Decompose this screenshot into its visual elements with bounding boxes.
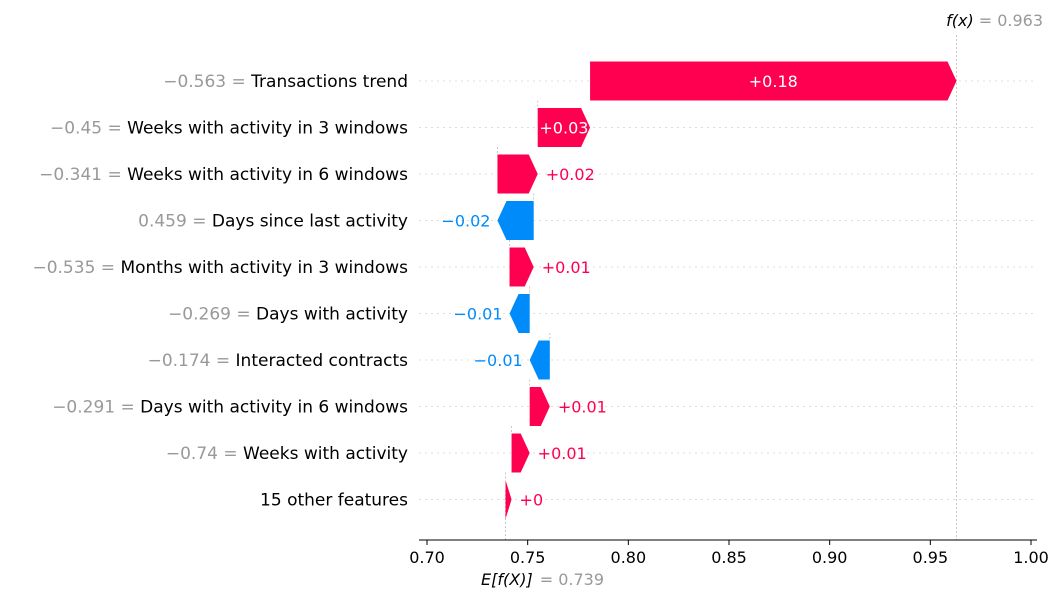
feature-label: −0.174 = Interacted contracts <box>148 351 409 371</box>
feature-label: 15 other features <box>260 491 408 511</box>
base-value-text: = 0.739 <box>540 570 604 589</box>
negative-contribution-bar <box>497 201 534 240</box>
x-tick-label: 0.95 <box>913 548 949 567</box>
positive-contribution-bar <box>511 433 530 473</box>
feature-name: Days with activity <box>256 305 408 325</box>
x-tick-label: 0.80 <box>611 548 647 567</box>
feature-label: −0.341 = Weeks with activity in 6 window… <box>39 165 408 185</box>
x-tick-label: 0.90 <box>812 548 848 567</box>
contribution-label: +0.03 <box>539 119 588 138</box>
positive-contribution-bar <box>529 387 550 426</box>
feature-name: Weeks with activity in 6 windows <box>127 165 408 185</box>
feature-label: −0.563 = Transactions trend <box>163 72 408 92</box>
contribution-label: −0.01 <box>474 351 523 370</box>
feature-value: −0.563 = <box>163 72 251 92</box>
feature-label: −0.74 = Weeks with activity <box>166 444 408 464</box>
contribution-label: +0.01 <box>558 398 607 417</box>
feature-label: −0.269 = Days with activity <box>168 305 408 325</box>
positive-contribution-bar <box>509 247 534 287</box>
feature-label: −0.291 = Days with activity in 6 windows <box>52 398 408 418</box>
feature-value: −0.535 = <box>32 258 120 278</box>
feature-value: −0.341 = <box>39 165 127 185</box>
feature-value: −0.291 = <box>52 398 140 418</box>
positive-contribution-bar <box>497 154 538 194</box>
feature-label: −0.45 = Weeks with activity in 3 windows <box>50 119 408 139</box>
feature-label: 0.459 = Days since last activity <box>138 212 408 232</box>
feature-name: Days with activity in 6 windows <box>140 398 408 418</box>
positive-contribution-bar <box>537 108 591 147</box>
feature-name: Weeks with activity in 3 windows <box>127 119 408 139</box>
positive-contribution-bar <box>590 61 957 101</box>
contribution-label: +0.18 <box>749 72 798 91</box>
x-tick-label: 0.85 <box>711 548 747 567</box>
feature-value: −0.45 = <box>50 119 127 139</box>
x-axis: 0.70 0.75 0.80 0.85 0.90 0.95 1.00 <box>409 539 1049 567</box>
base-expr: E[f(X)] <box>481 570 533 589</box>
contribution-label: +0.01 <box>542 258 591 277</box>
feature-value: −0.74 = <box>166 444 243 464</box>
x-tick-label: 0.70 <box>409 548 445 567</box>
positive-contribution-bar <box>505 480 512 519</box>
feature-value: −0.174 = <box>148 351 236 371</box>
feature-value: 0.459 = <box>138 212 212 232</box>
negative-contribution-bar <box>509 294 530 333</box>
output-value-label: f(x) = 0.963 <box>946 11 1043 30</box>
output-expr: f(x) <box>946 11 974 30</box>
feature-name: Months with activity in 3 windows <box>120 258 408 278</box>
feature-name: Transactions trend <box>250 72 408 92</box>
feature-name: 15 other features <box>260 491 408 511</box>
base-value-label: E[f(X)] = 0.739 <box>481 570 604 589</box>
contribution-label: +0.01 <box>538 444 587 463</box>
row-labels: −0.563 = Transactions trend −0.45 = Weeks… <box>32 72 408 511</box>
feature-name: Weeks with activity <box>243 444 408 464</box>
contribution-label: +0 <box>520 491 544 510</box>
output-value-text: = 0.963 <box>979 11 1043 30</box>
feature-label: −0.535 = Months with activity in 3 windo… <box>32 258 408 278</box>
bars: +0.18 +0.03 +0.02 −0.02 +0.01 −0.01 −0.01 +0.01… <box>441 61 957 519</box>
contribution-label: +0.02 <box>546 165 595 184</box>
feature-value: −0.269 = <box>168 305 256 325</box>
contribution-label: −0.02 <box>441 212 490 231</box>
negative-contribution-bar <box>529 340 550 380</box>
contribution-label: −0.01 <box>454 305 503 324</box>
x-tick-label: 0.75 <box>510 548 546 567</box>
feature-name: Days since last activity <box>212 212 408 232</box>
x-tick-label: 1.00 <box>1013 548 1049 567</box>
feature-name: Interacted contracts <box>236 351 409 371</box>
